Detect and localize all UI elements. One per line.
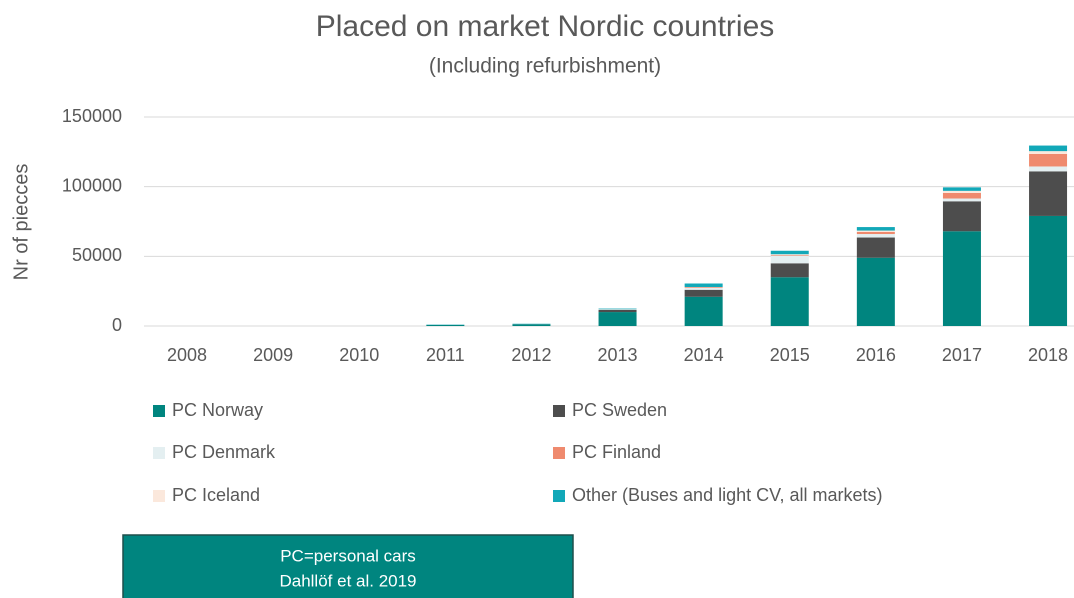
- bar-segment: [856, 257, 895, 326]
- y-tick-label: 100000: [62, 175, 122, 195]
- legend-swatch: [553, 405, 565, 417]
- bar-segment: [942, 231, 981, 326]
- chart-subtitle: (Including refurbishment): [429, 55, 661, 78]
- legend-label: PC Iceland: [172, 485, 260, 505]
- bar-segment: [1029, 145, 1068, 152]
- bar-segment: [1029, 153, 1068, 167]
- legend-label: Other (Buses and light CV, all markets): [572, 485, 882, 505]
- bar-segment: [598, 312, 637, 326]
- x-tick-label: 2010: [339, 345, 379, 365]
- y-tick-label: 50000: [72, 245, 122, 265]
- bar-segment: [684, 296, 723, 326]
- x-tick-label: 2014: [684, 345, 724, 365]
- x-tick-label: 2011: [426, 345, 465, 365]
- bar-segment: [770, 255, 809, 264]
- bar-segment: [856, 230, 895, 232]
- legend-swatch: [553, 490, 565, 502]
- x-tick-label: 2009: [253, 345, 293, 365]
- bar-segment: [942, 190, 981, 193]
- legend-label: PC Sweden: [572, 400, 667, 420]
- x-tick-label: 2013: [598, 345, 638, 365]
- y-tick-label: 0: [112, 315, 122, 335]
- bar-segment: [770, 254, 809, 255]
- x-tick-label: 2012: [511, 345, 551, 365]
- bar-segment: [942, 192, 981, 199]
- bar-segment: [1029, 171, 1068, 216]
- bar-segment: [1029, 151, 1068, 154]
- note-text: PC=personal cars: [280, 546, 416, 565]
- legend-label: PC Finland: [572, 442, 661, 462]
- x-tick-label: 2018: [1028, 345, 1068, 365]
- bar-segment: [598, 308, 637, 310]
- legend-swatch: [153, 405, 165, 417]
- legend-swatch: [553, 447, 565, 459]
- bar-segment: [856, 227, 895, 231]
- note-text: Dahllöf et al. 2019: [279, 571, 416, 590]
- bar-segment: [426, 324, 465, 326]
- bar-segment: [770, 263, 809, 278]
- bar-segment: [856, 237, 895, 258]
- y-axis-label: Nr of piecces: [10, 164, 32, 281]
- bar-segment: [1029, 166, 1068, 172]
- bar-segment: [856, 231, 895, 235]
- legend-label: PC Norway: [172, 400, 263, 420]
- bar-segment: [598, 309, 637, 313]
- x-tick-label: 2017: [942, 345, 982, 365]
- bar-segment: [684, 289, 723, 297]
- bar-segment: [942, 198, 981, 202]
- legend-label: PC Denmark: [172, 442, 276, 462]
- bar-segment: [770, 254, 809, 256]
- y-tick-label: 150000: [62, 106, 122, 126]
- legend-swatch: [153, 447, 165, 459]
- chart-title: Placed on market Nordic countries: [316, 10, 775, 43]
- bar-segment: [856, 234, 895, 238]
- legend-swatch: [153, 490, 165, 502]
- bar-segment: [770, 250, 809, 255]
- bar-segment: [942, 201, 981, 232]
- note-box: [122, 534, 574, 598]
- x-tick-label: 2008: [167, 345, 207, 365]
- bar-segment: [770, 277, 809, 326]
- x-tick-label: 2015: [770, 345, 810, 365]
- x-tick-label: 2016: [856, 345, 896, 365]
- bar-segment: [1029, 215, 1068, 326]
- bar-segment: [512, 324, 551, 326]
- bar-segment: [684, 283, 723, 287]
- bar-segment: [684, 286, 723, 288]
- bar-segment: [684, 287, 723, 290]
- bar-segment: [942, 187, 981, 191]
